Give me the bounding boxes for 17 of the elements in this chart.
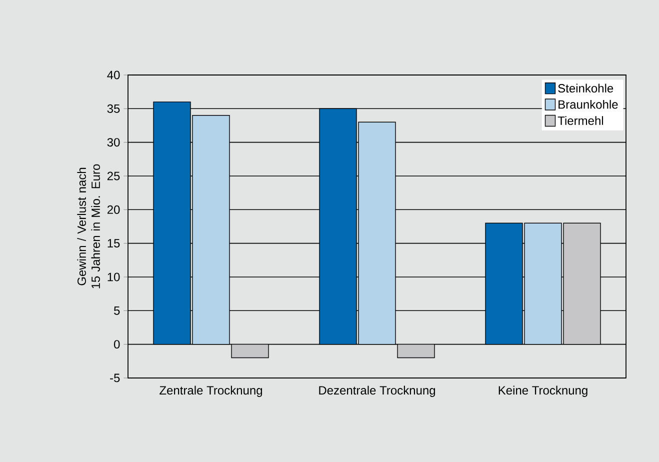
y-tick-label: 35 [107, 104, 120, 113]
y-tick-label: 10 [108, 272, 120, 282]
legend-label: Braunkohle [558, 100, 618, 109]
y-axis-title: Gewinn / Verlust nach 15 Jahren in Mio. Euro [77, 164, 100, 288]
x-tick-label: Dezentrale Trocknung [319, 386, 436, 397]
y-tick-label: 20 [107, 205, 120, 214]
legend-label: Steinkohle [558, 84, 614, 93]
y-tick-label: 5 [114, 306, 120, 315]
x-tick-label: Keine Trocknung [498, 386, 588, 397]
y-tick-label: 40 [107, 70, 120, 80]
y-tick-label: 0 [114, 340, 120, 349]
y-tick-label: -5 [110, 374, 120, 382]
y-tick-label: 15 [108, 239, 120, 248]
y-tick-label: 25 [107, 172, 120, 180]
x-tick-label: Zentrale Trocknung [160, 386, 262, 397]
legend-label: Tiermehl [558, 116, 604, 125]
y-tick-label: 30 [107, 138, 120, 147]
